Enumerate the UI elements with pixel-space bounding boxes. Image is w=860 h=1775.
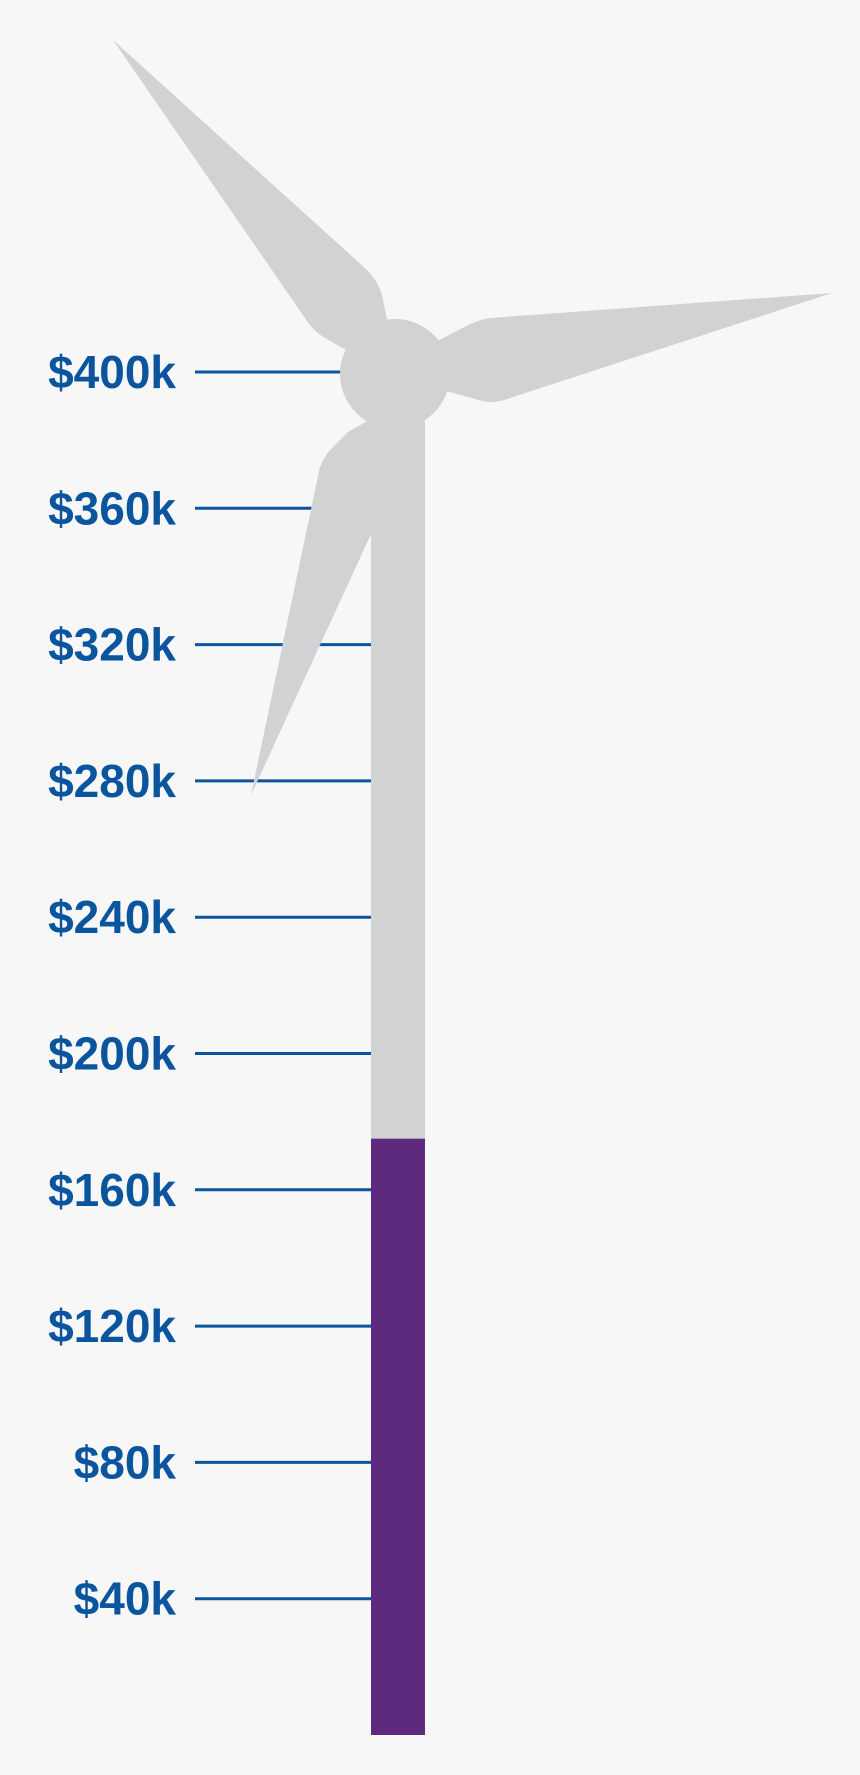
tick-label: $400k (48, 346, 176, 398)
tick-label: $200k (48, 1028, 176, 1080)
tick-label: $320k (48, 619, 176, 671)
turbine-blade-upper (113, 40, 391, 355)
tick-label: $240k (48, 891, 176, 943)
tick-label: $280k (48, 755, 176, 807)
turbine-blade-right (432, 293, 832, 402)
tick-label: $40k (74, 1573, 177, 1625)
tick-label: $360k (48, 482, 176, 534)
tick-label: $80k (74, 1436, 177, 1488)
wind-turbine-graphic (113, 40, 832, 1735)
y-axis-ticks: $40k $80k $120k $160k $200k $240k $280k $320k $3… (48, 346, 371, 1625)
turbine-hub (340, 319, 450, 429)
progress-fill-bar (371, 1138, 425, 1735)
turbine-blade-lower (251, 406, 395, 795)
tick-label: $160k (48, 1164, 176, 1216)
tick-label: $120k (48, 1300, 176, 1352)
